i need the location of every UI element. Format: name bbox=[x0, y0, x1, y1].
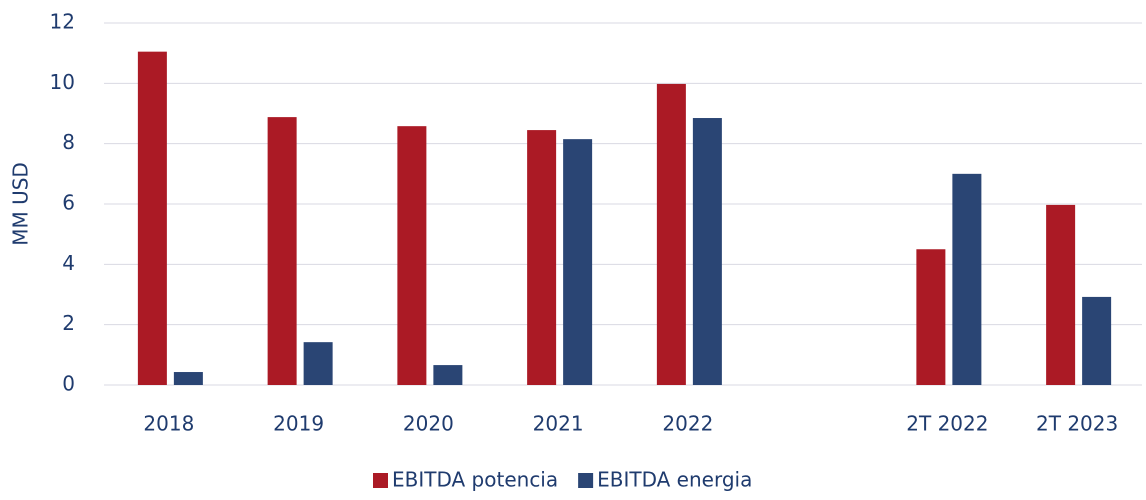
x-tick-label: 2021 bbox=[533, 412, 584, 436]
legend-swatch bbox=[373, 473, 388, 488]
bar bbox=[916, 249, 946, 385]
legend-swatch bbox=[578, 473, 594, 488]
bar bbox=[527, 130, 557, 385]
y-tick-label: 2 bbox=[62, 311, 75, 335]
bar bbox=[1082, 296, 1112, 385]
bar bbox=[267, 117, 297, 386]
legend-label: EBITDA energia bbox=[597, 468, 752, 492]
bar bbox=[692, 118, 722, 386]
x-tick-label: 2018 bbox=[143, 412, 194, 436]
legend-label: EBITDA potencia bbox=[392, 468, 558, 492]
bar bbox=[433, 365, 463, 385]
bar bbox=[173, 372, 203, 385]
bar bbox=[952, 173, 982, 385]
x-tick-label: 2T 2023 bbox=[1036, 412, 1118, 436]
bar bbox=[137, 51, 167, 386]
bar bbox=[397, 126, 427, 386]
x-tick-label: 2T 2022 bbox=[906, 412, 988, 436]
bar bbox=[656, 83, 686, 385]
y-tick-label: 0 bbox=[62, 372, 75, 396]
x-tick-label: 2019 bbox=[273, 412, 324, 436]
bar bbox=[563, 139, 593, 385]
y-axis-label: MM USD bbox=[9, 162, 33, 246]
x-tick-label: 2020 bbox=[403, 412, 454, 436]
y-tick-label: 8 bbox=[62, 130, 75, 154]
y-tick-label: 10 bbox=[50, 70, 75, 94]
y-tick-label: 12 bbox=[50, 10, 75, 34]
y-tick-label: 4 bbox=[62, 251, 75, 275]
x-tick-label: 2022 bbox=[662, 412, 713, 436]
y-tick-label: 6 bbox=[62, 191, 75, 215]
bar bbox=[303, 342, 333, 385]
bar bbox=[1046, 204, 1076, 385]
